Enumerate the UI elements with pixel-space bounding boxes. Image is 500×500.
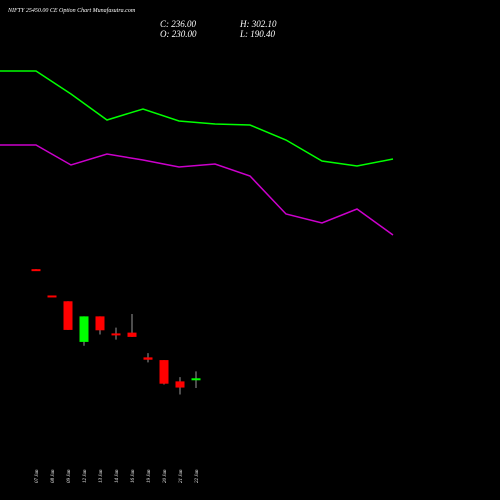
candle-body <box>63 301 73 330</box>
moving-average-line-2 <box>0 144 394 236</box>
moving-average-lines <box>0 70 394 236</box>
candle-body <box>31 269 41 272</box>
candle-body <box>175 381 185 388</box>
candle-12-jan <box>79 316 89 346</box>
candle-14-jan <box>111 327 121 340</box>
candle-body <box>159 360 169 384</box>
x-tick-label: 13 Jan <box>99 469 104 483</box>
candles <box>31 269 201 395</box>
candle-body <box>127 332 137 337</box>
x-tick-label: 21 Jan <box>179 469 184 483</box>
candle-body <box>111 333 121 336</box>
x-tick-label: 09 Jan <box>67 469 72 483</box>
candle-09-jan <box>63 301 73 330</box>
moving-average-line-1 <box>0 70 394 167</box>
candle-21-jan <box>175 377 185 395</box>
chart-title: NIFTY 25450.00 CE Option Chart Munafasut… <box>7 7 136 14</box>
low-value: L: 190.40 <box>239 29 276 39</box>
candle-13-jan <box>95 316 105 335</box>
candle-16-jan <box>127 314 137 337</box>
x-tick-label: 20 Jan <box>163 469 168 483</box>
x-tick-label: 22 Jan <box>195 469 200 483</box>
candle-body <box>143 357 153 360</box>
x-tick-label: 14 Jan <box>115 469 120 483</box>
x-tick-label: 19 Jan <box>147 469 152 483</box>
candle-body <box>47 295 57 298</box>
candle-body <box>95 316 105 331</box>
high-value: H: 302.10 <box>239 19 277 29</box>
candle-07-jan <box>31 269 41 272</box>
candle-22-jan <box>191 371 201 388</box>
candle-20-jan <box>159 360 169 385</box>
x-tick-label: 16 Jan <box>131 469 136 483</box>
candle-19-jan <box>143 353 153 363</box>
open-value: O: 230.00 <box>160 29 197 39</box>
x-tick-label: 08 Jan <box>51 469 56 483</box>
close-value: C: 236.00 <box>160 19 197 29</box>
candle-body <box>191 378 201 381</box>
x-axis-labels: 07 Jan 08 Jan 09 Jan 12 Jan 13 Jan 14 Jan 16 J… <box>35 469 200 483</box>
candle-body <box>79 316 89 342</box>
candle-08-jan <box>47 295 57 298</box>
x-tick-label: 07 Jan <box>35 469 40 483</box>
x-tick-label: 12 Jan <box>83 469 88 483</box>
